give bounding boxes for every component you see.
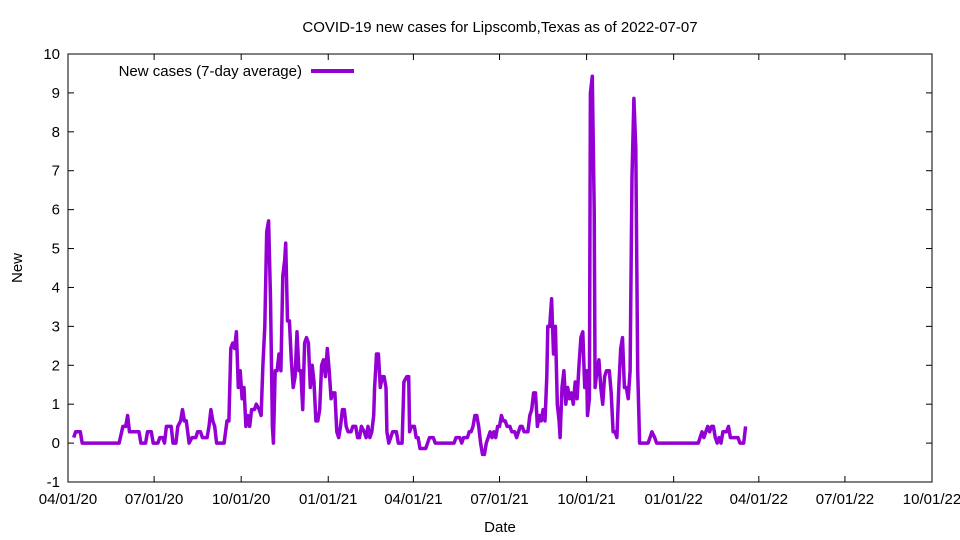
- x-tick-label: 10/01/20: [212, 491, 270, 508]
- y-tick-label: 2: [52, 357, 60, 374]
- x-tick-label: 10/01/21: [557, 491, 615, 508]
- y-tick-label: 6: [52, 202, 60, 219]
- y-tick-label: 10: [43, 46, 60, 63]
- x-tick-label: 07/01/20: [125, 491, 183, 508]
- x-tick-label: 04/01/21: [384, 491, 442, 508]
- y-tick-label: 4: [52, 279, 60, 296]
- x-tick-label: 01/01/22: [644, 491, 702, 508]
- y-tick-label: 9: [52, 85, 60, 102]
- x-axis-label: Date: [484, 519, 516, 536]
- y-tick-label: 3: [52, 318, 60, 335]
- series-layer: [72, 74, 748, 457]
- y-tick-label: -1: [47, 474, 60, 491]
- y-axis: -1 0 1 2 3 4 5 6 7 8 9 10: [43, 46, 932, 491]
- legend-label: New cases (7-day average): [119, 63, 302, 80]
- x-tick-label: 07/01/22: [816, 491, 874, 508]
- x-axis: 04/01/20 07/01/20 10/01/20 01/01/21 04/01/21…: [39, 54, 960, 508]
- y-tick-label: 0: [52, 435, 60, 452]
- x-tick-label: 04/01/22: [730, 491, 788, 508]
- x-tick-label: 01/01/21: [299, 491, 357, 508]
- legend: New cases (7-day average): [119, 63, 354, 80]
- x-tick-label: 04/01/20: [39, 491, 97, 508]
- y-tick-label: 5: [52, 241, 60, 258]
- y-axis-label: New: [9, 253, 26, 283]
- chart-title: COVID-19 new cases for Lipscomb,Texas as…: [302, 19, 697, 36]
- y-tick-label: 7: [52, 163, 60, 180]
- x-tick-label: 10/01/22: [903, 491, 960, 508]
- y-tick-label: 1: [52, 396, 60, 413]
- series-line-new-cases: [72, 74, 748, 457]
- x-tick-label: 07/01/21: [470, 491, 528, 508]
- y-tick-label: 8: [52, 124, 60, 141]
